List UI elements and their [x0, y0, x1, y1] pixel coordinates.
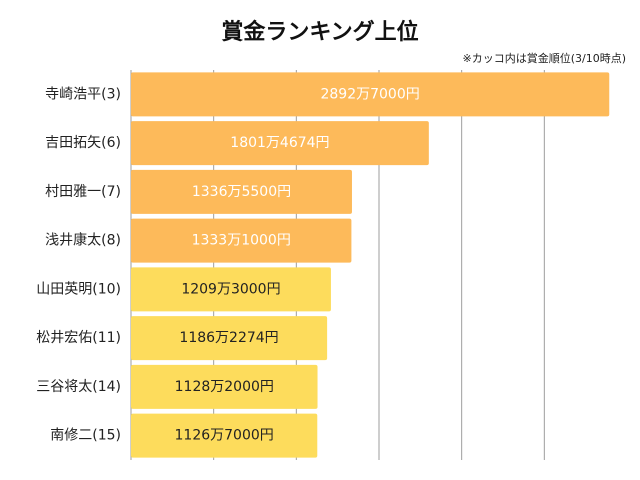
bar [131, 121, 429, 166]
category-label: 村田雅一(7) [45, 184, 121, 200]
category-label: 吉田拓矢(6) [45, 135, 121, 151]
bar [131, 413, 318, 458]
bar [131, 169, 352, 214]
value-label: 2892万7000円 [320, 86, 419, 102]
bar [131, 218, 352, 263]
category-label: 山田英明(10) [36, 280, 121, 297]
value-label: 1336万5500円 [192, 184, 291, 200]
category-label: 三谷将太(14) [36, 379, 121, 395]
category-label: 寺崎浩平(3) [45, 86, 121, 102]
category-label: 南修二(15) [50, 428, 121, 444]
bars [131, 72, 610, 458]
value-label: 1186万2274円 [179, 330, 278, 346]
category-label: 浅井康太(8) [45, 232, 121, 249]
value-label: 1126万7000円 [175, 428, 274, 444]
chart-note: ※カッコ内は賞金順位(3/10時点) [462, 52, 626, 65]
bar [131, 316, 328, 361]
chart-title: 賞金ランキング上位 [221, 20, 419, 45]
value-label: 1209万3000円 [181, 281, 280, 297]
category-label: 松井宏佑(11) [36, 330, 121, 346]
bar [131, 267, 331, 312]
value-label: 1801万4674円 [230, 135, 329, 151]
value-label: 1333万1000円 [192, 233, 291, 249]
bar [131, 72, 610, 117]
bar [131, 364, 318, 409]
value-label: 1128万2000円 [175, 379, 274, 395]
